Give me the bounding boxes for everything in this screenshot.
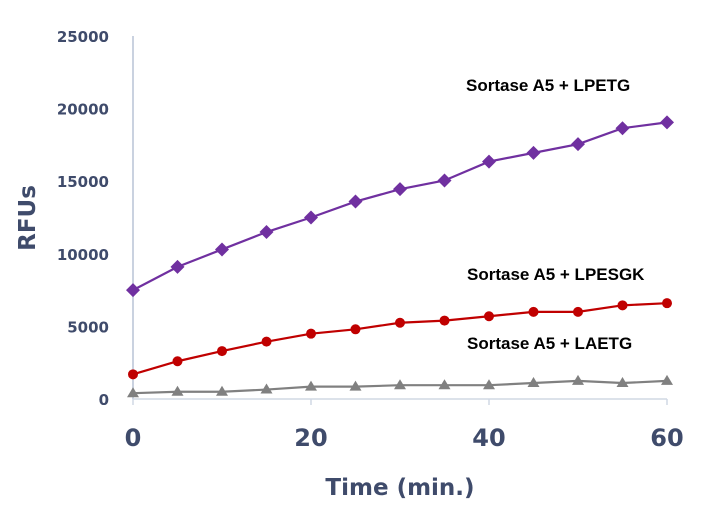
y-tick-label: 25000 xyxy=(57,28,109,46)
axes: 0 5000 10000 15000 20000 25000 0 20 40 60 Time (mi… xyxy=(15,28,684,501)
data-point-triangle xyxy=(572,374,584,385)
y-tick-label: 20000 xyxy=(57,101,109,119)
y-tick-label: 0 xyxy=(99,391,109,409)
data-point-diamond xyxy=(615,121,630,136)
x-tick-label: 20 xyxy=(294,424,327,452)
data-point-triangle xyxy=(127,387,139,398)
data-point-circle xyxy=(217,346,227,357)
data-point-diamond xyxy=(348,194,363,209)
series-0 xyxy=(126,115,674,298)
series-group xyxy=(126,115,674,398)
data-point-diamond xyxy=(215,242,229,257)
x-tick-label: 0 xyxy=(125,424,142,452)
data-point-triangle xyxy=(260,383,273,394)
data-point-diamond xyxy=(437,173,452,188)
data-point-circle xyxy=(350,324,361,335)
y-tick-label: 5000 xyxy=(67,318,109,336)
y-tick-label: 15000 xyxy=(57,173,109,191)
data-point-triangle xyxy=(661,374,673,385)
data-point-triangle xyxy=(394,379,406,390)
data-point-circle xyxy=(484,311,494,322)
data-point-triangle xyxy=(438,379,451,390)
data-point-circle xyxy=(395,317,405,328)
series-1 xyxy=(128,298,672,380)
series-2 xyxy=(127,374,673,398)
data-point-circle xyxy=(128,369,138,380)
data-point-circle xyxy=(573,306,583,317)
data-point-diamond xyxy=(126,283,140,298)
data-point-triangle xyxy=(171,385,184,396)
data-point-diamond xyxy=(304,210,318,225)
data-point-triangle xyxy=(349,380,362,391)
data-point-diamond xyxy=(571,137,585,152)
y-axis-title: RFUs xyxy=(15,185,41,251)
data-point-diamond xyxy=(259,225,274,240)
x-tick-label: 60 xyxy=(650,424,683,452)
data-point-triangle xyxy=(483,379,495,390)
data-point-circle xyxy=(528,306,539,317)
y-tick-label: 10000 xyxy=(57,246,109,264)
data-point-triangle xyxy=(616,377,629,388)
data-point-circle xyxy=(306,328,316,339)
data-point-circle xyxy=(617,300,628,311)
data-point-triangle xyxy=(216,385,228,396)
data-point-triangle xyxy=(527,377,540,388)
series-label: Sortase A5 + LPETG xyxy=(466,76,630,95)
data-point-circle xyxy=(172,356,183,367)
data-point-diamond xyxy=(393,182,407,197)
data-point-diamond xyxy=(482,154,496,169)
data-point-diamond xyxy=(526,145,541,160)
annotations: Sortase A5 + LPETG Sortase A5 + LPESGK Sor… xyxy=(466,76,645,353)
x-tick-label: 40 xyxy=(472,424,505,452)
data-point-diamond xyxy=(170,259,185,274)
data-point-diamond xyxy=(660,115,674,130)
data-point-circle xyxy=(662,298,672,309)
data-point-circle xyxy=(439,315,450,326)
data-point-triangle xyxy=(305,380,317,391)
data-point-circle xyxy=(261,336,272,347)
series-label: Sortase A5 + LAETG xyxy=(467,334,632,353)
series-label: Sortase A5 + LPESGK xyxy=(467,265,645,284)
x-axis-title: Time (min.) xyxy=(325,475,474,501)
